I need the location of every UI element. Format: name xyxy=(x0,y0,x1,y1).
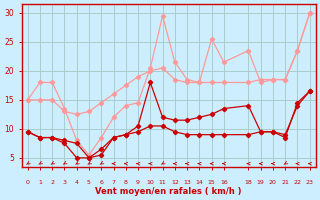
X-axis label: Vent moyen/en rafales ( km/h ): Vent moyen/en rafales ( km/h ) xyxy=(95,187,242,196)
